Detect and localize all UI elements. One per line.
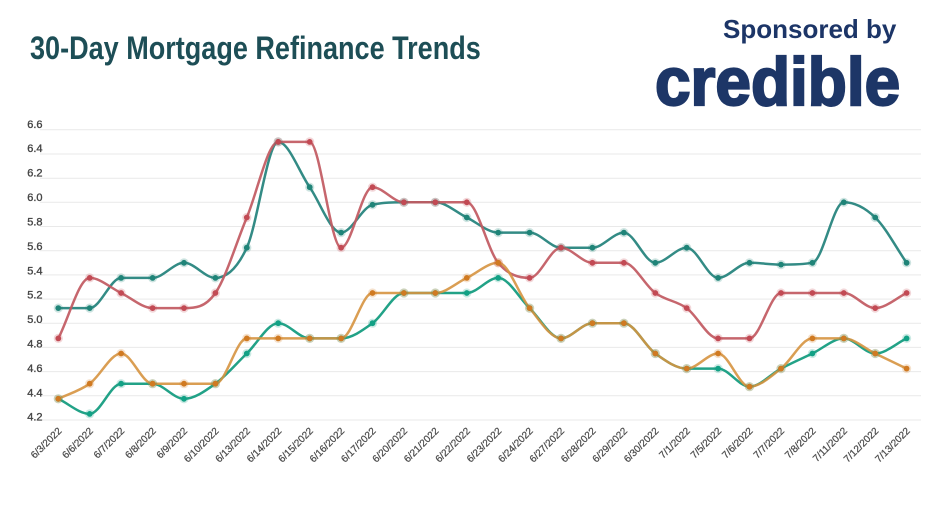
svg-text:7/7/2022: 7/7/2022 <box>752 426 788 462</box>
svg-text:7/5/2022: 7/5/2022 <box>689 426 725 462</box>
svg-text:6/3/2022: 6/3/2022 <box>29 426 65 462</box>
svg-text:6.0: 6.0 <box>27 192 42 204</box>
svg-text:5.4: 5.4 <box>27 265 42 277</box>
svg-text:4.6: 4.6 <box>27 363 42 375</box>
svg-text:6/6/2022: 6/6/2022 <box>61 426 97 462</box>
svg-text:6.4: 6.4 <box>27 143 42 155</box>
svg-text:7/6/2022: 7/6/2022 <box>720 426 756 462</box>
svg-text:5.8: 5.8 <box>27 216 42 228</box>
svg-text:6.6: 6.6 <box>27 119 42 131</box>
svg-text:4.4: 4.4 <box>27 387 42 399</box>
svg-text:5.6: 5.6 <box>27 241 42 253</box>
svg-text:4.8: 4.8 <box>27 339 42 351</box>
svg-text:5.2: 5.2 <box>27 290 42 302</box>
svg-text:4.2: 4.2 <box>27 412 42 424</box>
svg-text:7/13/2022: 7/13/2022 <box>873 426 913 466</box>
svg-text:6/7/2022: 6/7/2022 <box>92 426 128 462</box>
svg-text:7/1/2022: 7/1/2022 <box>658 426 694 462</box>
svg-text:5.0: 5.0 <box>27 314 42 326</box>
svg-text:6/8/2022: 6/8/2022 <box>123 426 159 462</box>
svg-text:6.2: 6.2 <box>27 168 42 180</box>
svg-text:6/30/2022: 6/30/2022 <box>622 426 662 466</box>
